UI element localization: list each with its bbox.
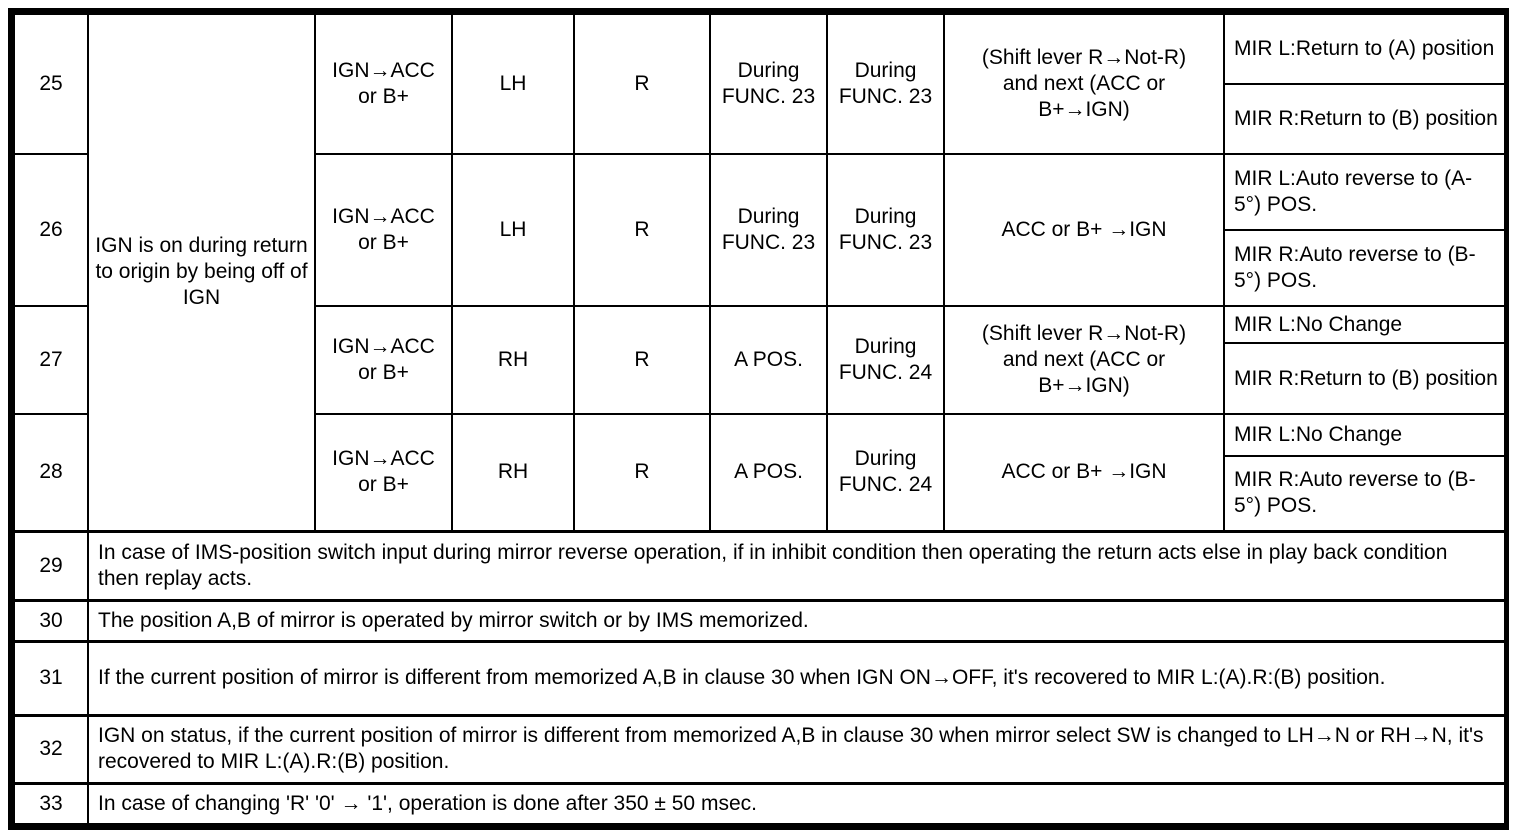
row-number-cell: 28 (13, 413, 89, 532)
mirror-right-result-cell: MIR R:Auto reverse to (B-5°) POS. (1223, 229, 1506, 307)
mirror-left-result-cell: MIR L:No Change (1223, 305, 1506, 344)
timing2-cell: During FUNC. 24 (826, 305, 945, 415)
note-text-cell: In case of IMS-position switch input dur… (87, 529, 1506, 601)
note-row: 32 IGN on status, if the current positio… (13, 713, 1506, 784)
trigger-line: and next (ACC or (1002, 72, 1166, 95)
mirror-select-cell: RH (451, 305, 575, 415)
mirror-select-cell: RH (451, 413, 575, 532)
power-transition-cell: IGN→ACC or B+ (314, 305, 453, 415)
trigger-condition-cell: ACC or B+ →IGN (943, 153, 1225, 307)
timing1-cell: During FUNC. 23 (709, 13, 828, 155)
mirror-left-result-cell: MIR L:No Change (1223, 413, 1506, 457)
table-row: 26 IGN→ACC or B+ LH R During FUNC. 23 Du… (13, 153, 1506, 307)
table-subrow: MIR R:Return to (B) position (14, 83, 1506, 155)
trigger-line: (Shift lever R→Not-R) (981, 46, 1187, 69)
row-number-cell: 31 (13, 639, 89, 716)
timing2-cell: During FUNC. 23 (826, 13, 945, 155)
trigger-line: (Shift lever R→Not-R) (981, 322, 1187, 345)
power-transition-cell: IGN→ACC or B+ (314, 413, 453, 532)
table-row: 27 IGN→ACC or B+ RH R A POS. During FUNC… (13, 305, 1506, 415)
row-number-cell: 30 (13, 598, 89, 642)
timing1-cell: A POS. (709, 413, 828, 532)
note-row: 30 The position A,B of mirror is operate… (13, 598, 1506, 642)
note-row: 31 If the current position of mirror is … (13, 639, 1506, 716)
trigger-line: B+→IGN) (1038, 374, 1130, 397)
power-transition-cell: IGN→ACC or B+ (314, 13, 453, 155)
trigger-condition-cell: ACC or B+ →IGN (943, 413, 1225, 532)
trigger-line: B+→IGN) (1038, 98, 1130, 121)
mirror-left-result-cell: MIR L:Auto reverse to (A-5°) POS. (1223, 153, 1506, 231)
table-subrow: MIR R:Auto reverse to (B-5°) POS. (14, 229, 1506, 307)
note-row: 29 In case of IMS-position switch input … (13, 529, 1506, 601)
power-transition-cell: IGN→ACC or B+ (314, 153, 453, 307)
mirror-left-result-cell: MIR L:Return to (A) position (1223, 13, 1506, 85)
note-text-cell: In case of changing 'R' '0' → '1', opera… (87, 781, 1506, 825)
mirror-right-result-cell: MIR R:Return to (B) position (1223, 83, 1506, 155)
trigger-condition-cell: (Shift lever R→Not-R) and next (ACC or B… (943, 305, 1225, 415)
trigger-line: ACC or B+ →IGN (1001, 460, 1167, 484)
row-number-cell: 27 (13, 305, 89, 415)
row-number-cell: 26 (13, 153, 89, 307)
trigger-line: ACC or B+ →IGN (1001, 218, 1167, 241)
ims-mirror-function-table: 25 IGN is on during return to origin by … (13, 13, 1506, 825)
mirror-right-result-cell: MIR R:Return to (B) position (1223, 342, 1506, 415)
table-subrow: MIR R:Return to (B) position (14, 342, 1506, 415)
row-number-cell: 25 (13, 13, 89, 155)
table-row: 28 IGN→ACC or B+ RH R A POS. During FUNC… (13, 413, 1506, 532)
timing2-cell: During FUNC. 23 (826, 153, 945, 307)
trigger-line: and next (ACC or (1002, 348, 1166, 371)
table-subrow: MIR R:Auto reverse to (B-5°) POS. (14, 455, 1506, 532)
mirror-right-result-cell: MIR R:Auto reverse to (B-5°) POS. (1223, 455, 1506, 532)
reverse-signal-cell: R (573, 305, 711, 415)
scanned-table-page: 25 IGN is on during return to origin by … (8, 8, 1509, 830)
merged-condition-cell: IGN is on during return to origin by bei… (87, 13, 316, 532)
mirror-select-cell: LH (451, 13, 575, 155)
timing1-cell: A POS. (709, 305, 828, 415)
reverse-signal-cell: R (573, 13, 711, 155)
trigger-condition-cell: (Shift lever R→Not-R) and next (ACC or B… (943, 13, 1225, 155)
note-text-cell: IGN on status, if the current position o… (87, 713, 1506, 784)
row-number-cell: 33 (13, 781, 89, 825)
note-text-cell: If the current position of mirror is dif… (87, 639, 1506, 716)
timing2-cell: During FUNC. 24 (826, 413, 945, 532)
timing1-cell: During FUNC. 23 (709, 153, 828, 307)
note-text-cell: The position A,B of mirror is operated b… (87, 598, 1506, 642)
table-row: 25 IGN is on during return to origin by … (13, 13, 1506, 532)
reverse-signal-cell: R (573, 153, 711, 307)
reverse-signal-cell: R (573, 413, 711, 532)
row-number-cell: 32 (13, 713, 89, 784)
row-number-cell: 29 (13, 529, 89, 601)
note-row: 33 In case of changing 'R' '0' → '1', op… (13, 781, 1506, 825)
mirror-select-cell: LH (451, 153, 575, 307)
